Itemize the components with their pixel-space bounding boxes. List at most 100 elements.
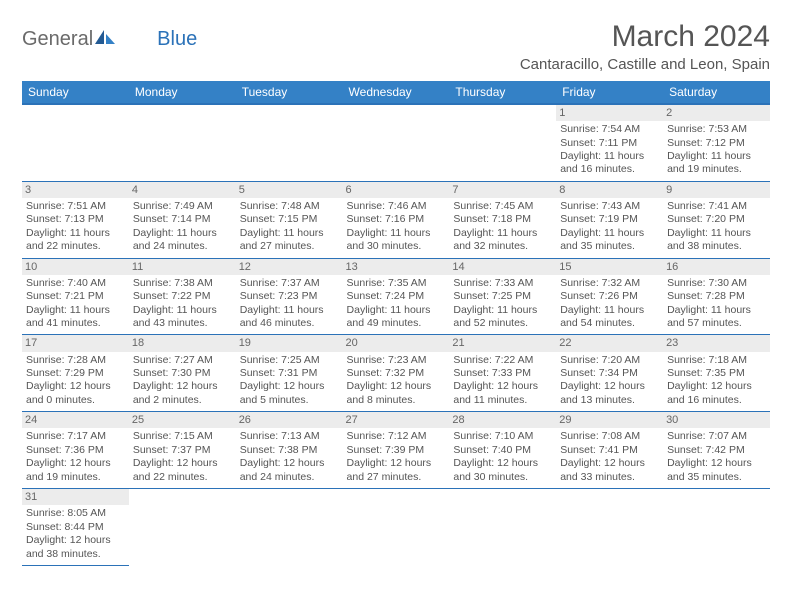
calendar-day: 15 Sunrise: 7:32 AM Sunset: 7:26 PM Dayli… <box>556 258 663 335</box>
calendar-day: 6 Sunrise: 7:46 AM Sunset: 7:16 PM Daylig… <box>343 181 450 258</box>
logo-text-blue: Blue <box>157 28 197 51</box>
day-number: 4 <box>129 182 236 198</box>
day-info: Sunrise: 7:15 AM Sunset: 7:37 PM Dayligh… <box>133 430 232 484</box>
calendar-day: 24 Sunrise: 7:17 AM Sunset: 7:36 PM Dayli… <box>22 412 129 489</box>
day-number: 11 <box>129 259 236 275</box>
calendar-day <box>22 104 129 181</box>
day-number: 5 <box>236 182 343 198</box>
calendar-day: 28Sunrise: 7:10 AM Sunset: 7:40 PM Dayli… <box>449 412 556 489</box>
day-info: Sunrise: 7:43 AM Sunset: 7:19 PM Dayligh… <box>560 200 659 254</box>
calendar-day <box>129 489 236 566</box>
calendar-day: 26 Sunrise: 7:13 AM Sunset: 7:38 PM Dayli… <box>236 412 343 489</box>
day-info: Sunrise: 7:08 AM Sunset: 7:41 PM Dayligh… <box>560 430 659 484</box>
calendar-body: 1Sunrise: 7:54 AM Sunset: 7:11 PM Daylig… <box>22 104 770 565</box>
calendar-day: 9 Sunrise: 7:41 AM Sunset: 7:20 PM Daylig… <box>663 181 770 258</box>
calendar-day: 22Sunrise: 7:20 AM Sunset: 7:34 PM Dayli… <box>556 335 663 412</box>
calendar-day <box>236 104 343 181</box>
calendar-day <box>129 104 236 181</box>
calendar-day <box>556 489 663 566</box>
calendar-head: SundayMondayTuesdayWednesdayThursdayFrid… <box>22 81 770 104</box>
day-info: Sunrise: 7:49 AM Sunset: 7:14 PM Dayligh… <box>133 200 232 254</box>
day-info: Sunrise: 7:17 AM Sunset: 7:36 PM Dayligh… <box>26 430 125 484</box>
day-info: Sunrise: 7:27 AM Sunset: 7:30 PM Dayligh… <box>133 354 232 408</box>
day-number: 30 <box>663 412 770 428</box>
calendar-day: 17 Sunrise: 7:28 AM Sunset: 7:29 PM Dayli… <box>22 335 129 412</box>
calendar-day: 1Sunrise: 7:54 AM Sunset: 7:11 PM Daylig… <box>556 104 663 181</box>
day-info: Sunrise: 7:32 AM Sunset: 7:26 PM Dayligh… <box>560 277 659 331</box>
calendar-day: 5 Sunrise: 7:48 AM Sunset: 7:15 PM Daylig… <box>236 181 343 258</box>
day-number: 10 <box>22 259 129 275</box>
calendar-day: 7 Sunrise: 7:45 AM Sunset: 7:18 PM Daylig… <box>449 181 556 258</box>
day-number: 7 <box>449 182 556 198</box>
calendar-day: 27 Sunrise: 7:12 AM Sunset: 7:39 PM Dayli… <box>343 412 450 489</box>
calendar-day <box>236 489 343 566</box>
weekday-header: Monday <box>129 81 236 104</box>
calendar-week: 31Sunrise: 8:05 AM Sunset: 8:44 PM Dayli… <box>22 489 770 566</box>
day-number: 22 <box>556 335 663 351</box>
day-number: 3 <box>22 182 129 198</box>
day-info: Sunrise: 7:10 AM Sunset: 7:40 PM Dayligh… <box>453 430 552 484</box>
header: General Blue March 2024 Cantaracillo, Ca… <box>22 20 770 79</box>
day-info: Sunrise: 7:13 AM Sunset: 7:38 PM Dayligh… <box>240 430 339 484</box>
calendar-day: 29 Sunrise: 7:08 AM Sunset: 7:41 PM Dayli… <box>556 412 663 489</box>
calendar-day: 14Sunrise: 7:33 AM Sunset: 7:25 PM Dayli… <box>449 258 556 335</box>
day-info: Sunrise: 7:37 AM Sunset: 7:23 PM Dayligh… <box>240 277 339 331</box>
calendar-day: 11Sunrise: 7:38 AM Sunset: 7:22 PM Dayli… <box>129 258 236 335</box>
day-info: Sunrise: 7:23 AM Sunset: 7:32 PM Dayligh… <box>347 354 446 408</box>
calendar-day: 10 Sunrise: 7:40 AM Sunset: 7:21 PM Dayli… <box>22 258 129 335</box>
day-info: Sunrise: 7:22 AM Sunset: 7:33 PM Dayligh… <box>453 354 552 408</box>
day-info: Sunrise: 7:40 AM Sunset: 7:21 PM Dayligh… <box>26 277 125 331</box>
day-info: Sunrise: 7:48 AM Sunset: 7:15 PM Dayligh… <box>240 200 339 254</box>
sail-icon <box>95 28 115 51</box>
day-info: Sunrise: 7:41 AM Sunset: 7:20 PM Dayligh… <box>667 200 766 254</box>
day-number: 18 <box>129 335 236 351</box>
calendar-day: 8 Sunrise: 7:43 AM Sunset: 7:19 PM Daylig… <box>556 181 663 258</box>
calendar-day: 13Sunrise: 7:35 AM Sunset: 7:24 PM Dayli… <box>343 258 450 335</box>
day-number: 12 <box>236 259 343 275</box>
day-info: Sunrise: 7:35 AM Sunset: 7:24 PM Dayligh… <box>347 277 446 331</box>
day-number: 16 <box>663 259 770 275</box>
location-subtitle: Cantaracillo, Castille and Leon, Spain <box>520 56 770 73</box>
day-info: Sunrise: 7:51 AM Sunset: 7:13 PM Dayligh… <box>26 200 125 254</box>
day-info: Sunrise: 7:53 AM Sunset: 7:12 PM Dayligh… <box>667 123 766 177</box>
calendar-week: 24 Sunrise: 7:17 AM Sunset: 7:36 PM Dayli… <box>22 412 770 489</box>
calendar-day <box>449 104 556 181</box>
day-info: Sunrise: 7:54 AM Sunset: 7:11 PM Dayligh… <box>560 123 659 177</box>
day-number: 8 <box>556 182 663 198</box>
day-number: 2 <box>663 105 770 121</box>
day-number: 27 <box>343 412 450 428</box>
calendar-day: 31Sunrise: 8:05 AM Sunset: 8:44 PM Dayli… <box>22 489 129 566</box>
day-number: 26 <box>236 412 343 428</box>
day-number: 25 <box>129 412 236 428</box>
weekday-header: Wednesday <box>343 81 450 104</box>
day-info: Sunrise: 7:30 AM Sunset: 7:28 PM Dayligh… <box>667 277 766 331</box>
day-number: 24 <box>22 412 129 428</box>
day-number: 23 <box>663 335 770 351</box>
calendar-day: 23 Sunrise: 7:18 AM Sunset: 7:35 PM Dayli… <box>663 335 770 412</box>
weekday-header: Friday <box>556 81 663 104</box>
day-number: 17 <box>22 335 129 351</box>
day-info: Sunrise: 7:46 AM Sunset: 7:16 PM Dayligh… <box>347 200 446 254</box>
day-info: Sunrise: 7:18 AM Sunset: 7:35 PM Dayligh… <box>667 354 766 408</box>
day-number: 9 <box>663 182 770 198</box>
calendar-day: 18 Sunrise: 7:27 AM Sunset: 7:30 PM Dayli… <box>129 335 236 412</box>
day-number: 15 <box>556 259 663 275</box>
day-number: 29 <box>556 412 663 428</box>
calendar-week: 17 Sunrise: 7:28 AM Sunset: 7:29 PM Dayli… <box>22 335 770 412</box>
calendar-week: 10 Sunrise: 7:40 AM Sunset: 7:21 PM Dayli… <box>22 258 770 335</box>
day-number: 6 <box>343 182 450 198</box>
calendar-table: SundayMondayTuesdayWednesdayThursdayFrid… <box>22 81 770 566</box>
calendar-day: 16 Sunrise: 7:30 AM Sunset: 7:28 PM Dayli… <box>663 258 770 335</box>
day-info: Sunrise: 7:12 AM Sunset: 7:39 PM Dayligh… <box>347 430 446 484</box>
day-info: Sunrise: 7:07 AM Sunset: 7:42 PM Dayligh… <box>667 430 766 484</box>
calendar-day: 19Sunrise: 7:25 AM Sunset: 7:31 PM Dayli… <box>236 335 343 412</box>
calendar-day: 30 Sunrise: 7:07 AM Sunset: 7:42 PM Dayli… <box>663 412 770 489</box>
weekday-header: Sunday <box>22 81 129 104</box>
day-number: 14 <box>449 259 556 275</box>
weekday-header: Tuesday <box>236 81 343 104</box>
calendar-day <box>449 489 556 566</box>
calendar-week: 3 Sunrise: 7:51 AM Sunset: 7:13 PM Daylig… <box>22 181 770 258</box>
day-info: Sunrise: 7:45 AM Sunset: 7:18 PM Dayligh… <box>453 200 552 254</box>
day-info: Sunrise: 7:28 AM Sunset: 7:29 PM Dayligh… <box>26 354 125 408</box>
day-info: Sunrise: 8:05 AM Sunset: 8:44 PM Dayligh… <box>26 507 125 561</box>
